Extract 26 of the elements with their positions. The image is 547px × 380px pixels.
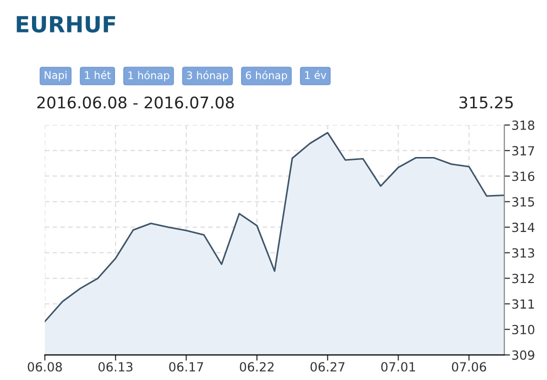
x-tick-label: 06.17 <box>169 362 204 372</box>
y-tick-label: 313 <box>512 248 534 258</box>
y-tick-label: 315 <box>512 197 534 207</box>
x-tick-label: 07.01 <box>381 362 416 372</box>
y-tick-label: 309 <box>512 350 534 360</box>
x-tick-label: 06.08 <box>28 362 62 372</box>
y-tick-label: 311 <box>512 299 534 309</box>
x-tick-label: 07.06 <box>452 362 486 372</box>
text: 6 hónap <box>246 70 288 82</box>
y-tick-label: 316 <box>512 172 534 182</box>
text: 1 év <box>305 70 326 80</box>
y-tick-label: 318 <box>512 120 534 130</box>
y-tick-label: 317 <box>512 146 534 156</box>
y-tick-label: 312 <box>512 274 534 284</box>
text: 315.25 <box>460 96 513 109</box>
x-tick-label: 06.27 <box>310 362 344 372</box>
text: 1 hónap <box>128 70 170 82</box>
x-tick-label: 06.22 <box>240 362 274 372</box>
chart-title: EURHUF <box>16 16 116 33</box>
text: 1 hét <box>85 70 111 80</box>
y-tick-label: 314 <box>512 222 534 232</box>
y-tick-label: 310 <box>512 324 534 334</box>
text: Napi <box>44 70 66 82</box>
text: 3 hónap <box>187 70 228 82</box>
chart-subtitle: 2016.06.08 - 2016.07.08 <box>37 96 234 109</box>
x-tick-label: 06.13 <box>98 362 132 372</box>
